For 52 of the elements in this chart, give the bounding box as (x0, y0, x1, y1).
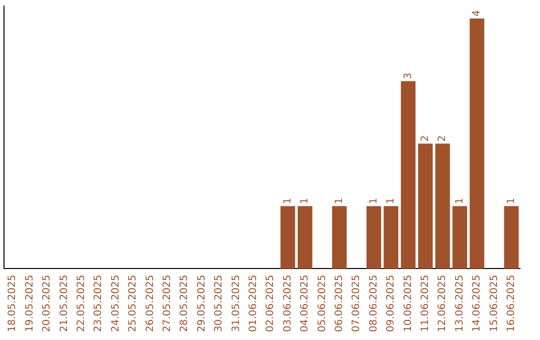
bar (384, 206, 398, 269)
x-tick-label: 08.06.2025 (368, 274, 380, 332)
x-tick-label: 30.05.2025 (214, 274, 225, 332)
x-tick-label: 27.05.2025 (162, 274, 173, 332)
x-tick-label: 10.06.2025 (402, 274, 414, 332)
x-tick-label: 04.06.2025 (300, 274, 311, 332)
x-tick-label: 01.06.2025 (248, 274, 259, 332)
data-label: 4 (472, 10, 483, 17)
data-label: 1 (368, 198, 380, 204)
bar (504, 206, 519, 269)
x-tick-label: 22.05.2025 (76, 274, 87, 332)
x-tick-label: 07.06.2025 (351, 274, 362, 332)
x-tick-label: 19.05.2025 (24, 274, 36, 332)
bar (435, 144, 450, 269)
x-tick-label: 15.06.2025 (488, 274, 500, 332)
x-tick-label: 31.05.2025 (230, 274, 242, 332)
x-tick-label: 25.05.2025 (128, 274, 139, 332)
bar (332, 206, 347, 269)
bar (470, 18, 484, 269)
x-tick-label: 26.05.2025 (144, 274, 156, 332)
data-label: 2 (437, 135, 448, 142)
x-tick-label: 23.05.2025 (93, 274, 104, 332)
x-tick-label: 03.06.2025 (282, 274, 294, 332)
x-tick-label: 06.06.2025 (334, 274, 345, 332)
data-label: 1 (454, 198, 466, 204)
x-tick-label: 29.05.2025 (196, 274, 208, 332)
data-label: 2 (420, 135, 431, 142)
data-label: 1 (506, 198, 517, 204)
x-tick-label: 21.05.2025 (58, 274, 70, 332)
x-tick-label: 18.05.2025 (7, 274, 18, 332)
bar (400, 81, 416, 269)
bar (452, 206, 468, 269)
data-label: 1 (282, 198, 294, 204)
x-tick-label: 14.06.2025 (472, 274, 483, 332)
x-tick-label: 24.05.2025 (110, 274, 122, 332)
data-label: 1 (386, 198, 397, 204)
x-tick-label: 02.06.2025 (265, 274, 276, 332)
data-label: 1 (300, 198, 311, 204)
x-tick-label: 05.06.2025 (316, 274, 328, 332)
x-tick-label: 11.06.2025 (420, 274, 431, 332)
x-tick-label: 16.06.2025 (506, 274, 517, 332)
x-tick-label: 20.05.2025 (42, 274, 53, 332)
bar (418, 144, 433, 269)
bar (280, 206, 296, 269)
x-tick-label: 12.06.2025 (437, 274, 448, 332)
x-tick-label: 13.06.2025 (454, 274, 466, 332)
bar (298, 206, 312, 269)
bar (366, 206, 382, 269)
data-label: 1 (334, 198, 345, 204)
x-tick-label: 09.06.2025 (386, 274, 397, 332)
x-tick-label: 28.05.2025 (179, 274, 190, 332)
data-label: 3 (402, 72, 414, 80)
